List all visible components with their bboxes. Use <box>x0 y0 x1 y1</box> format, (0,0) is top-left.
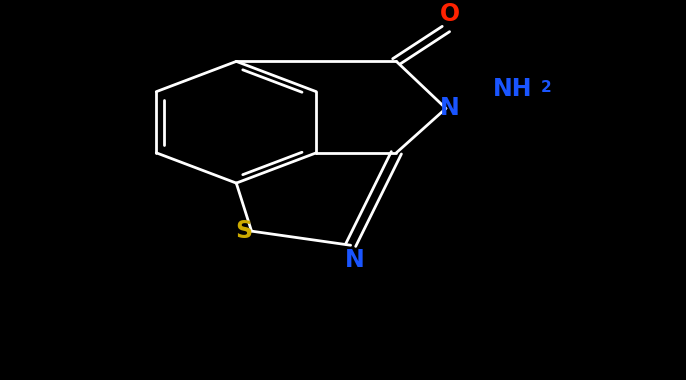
Text: N: N <box>440 97 460 120</box>
Text: S: S <box>235 219 252 243</box>
Text: N: N <box>344 248 364 272</box>
Text: O: O <box>440 2 460 26</box>
Text: 2: 2 <box>541 80 552 95</box>
Text: NH: NH <box>493 76 532 101</box>
